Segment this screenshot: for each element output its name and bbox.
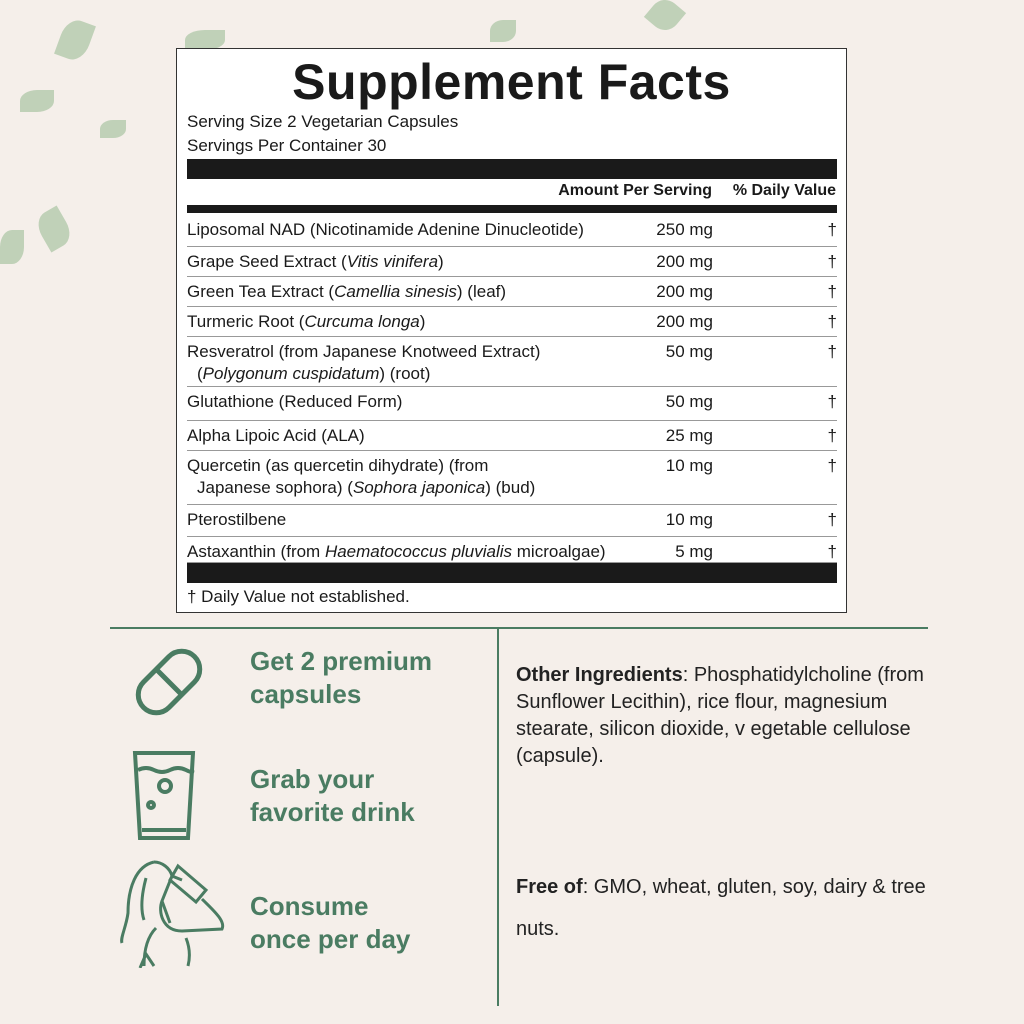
ingredient-name: Resveratrol (from Japanese Knotweed Extr…	[187, 342, 541, 383]
ingredient-name: Glutathione (Reduced Form)	[187, 392, 403, 411]
other-ingredients-text: : Phosphatidylcholine (from Sunflower Le…	[516, 664, 924, 767]
leaf-decoration	[100, 120, 126, 138]
ingredient-row: Astaxanthin (from Haematococcus pluviali…	[187, 537, 837, 563]
free-of-label: Free of	[516, 876, 583, 898]
leaf-decoration	[20, 90, 54, 112]
ingredient-row: Glutathione (Reduced Form) 50 mg †	[187, 387, 837, 421]
other-ingredients-label: Other Ingredients	[516, 664, 683, 686]
ingredient-amount: 5 mg	[675, 542, 713, 561]
leaf-decoration	[643, 0, 687, 37]
ingredient-name: Astaxanthin (from Haematococcus pluviali…	[187, 542, 606, 561]
ingredient-amount: 10 mg	[665, 510, 713, 529]
ingredient-amount: 200 mg	[656, 312, 713, 331]
ingredient-row: Liposomal NAD (Nicotinamide Adenine Dinu…	[187, 213, 837, 247]
other-ingredients: Other Ingredients: Phosphatidylcholine (…	[516, 662, 956, 770]
daily-value: †	[827, 252, 837, 271]
ingredient-row: Quercetin (as quercetin dihydrate) (from…	[187, 451, 837, 505]
leaf-decoration	[0, 230, 24, 264]
ingredient-amount: 50 mg	[665, 392, 713, 411]
free-of: Free of: GMO, wheat, gluten, soy, dairy …	[516, 866, 956, 950]
ingredient-row: Alpha Lipoic Acid (ALA) 25 mg †	[187, 421, 837, 451]
ingredient-amount: 25 mg	[665, 426, 713, 445]
dv-header: % Daily Value	[732, 182, 836, 199]
ingredient-amount: 10 mg	[665, 456, 713, 475]
step-2-text: Grab your favorite drink	[250, 764, 415, 827]
ingredient-name: Quercetin (as quercetin dihydrate) (from…	[187, 456, 536, 497]
daily-value: †	[827, 426, 837, 445]
ingredient-row: Resveratrol (from Japanese Knotweed Extr…	[187, 337, 837, 387]
amount-header: Amount Per Serving	[558, 182, 712, 199]
ingredient-name: Grape Seed Extract (Vitis vinifera)	[187, 252, 444, 271]
capsule-icon	[135, 648, 203, 716]
leaf-decoration	[185, 30, 225, 50]
leaf-decoration	[54, 16, 96, 64]
step-3-text: Consume once per day	[250, 891, 411, 954]
supplement-facts-panel: Supplement Facts Serving Size 2 Vegetari…	[176, 48, 847, 613]
daily-value: †	[827, 542, 837, 561]
divider-bar	[187, 159, 837, 179]
daily-value: †	[827, 342, 837, 361]
ingredient-row: Grape Seed Extract (Vitis vinifera) 200 m…	[187, 247, 837, 277]
serving-size: Serving Size 2 Vegetarian Capsules	[187, 112, 459, 131]
ingredient-row: Pterostilbene 10 mg †	[187, 505, 837, 537]
panel-title: Supplement Facts	[292, 54, 731, 110]
free-of-text: : GMO, wheat, gluten, soy, dairy & tree …	[516, 876, 926, 940]
ingredient-amount: 50 mg	[665, 342, 713, 361]
divider-bar	[187, 563, 837, 583]
ingredient-amount: 200 mg	[656, 282, 713, 301]
ingredient-name: Green Tea Extract (Camellia sinesis) (le…	[187, 282, 507, 301]
daily-value: †	[827, 282, 837, 301]
section-divider	[110, 627, 928, 629]
servings-per-container: Servings Per Container 30	[187, 136, 387, 155]
ingredient-name: Pterostilbene	[187, 510, 287, 529]
daily-value: †	[827, 510, 837, 529]
leaf-decoration	[32, 205, 76, 253]
divider-bar	[187, 205, 837, 213]
ingredient-amount: 200 mg	[656, 252, 713, 271]
daily-value: †	[827, 456, 837, 475]
ingredient-row: Turmeric Root (Curcuma longa) 200 mg †	[187, 307, 837, 337]
glass-icon	[132, 751, 196, 840]
ingredient-name: Liposomal NAD (Nicotinamide Adenine Dinu…	[187, 220, 584, 239]
daily-value: †	[827, 220, 837, 239]
daily-value: †	[827, 312, 837, 331]
ingredient-amount: 250 mg	[656, 220, 713, 239]
ingredient-row: Green Tea Extract (Camellia sinesis) (le…	[187, 277, 837, 307]
ingredient-name: Turmeric Root (Curcuma longa)	[187, 312, 426, 331]
person-drinking-icon	[120, 860, 225, 968]
footnote: † Daily Value not established.	[187, 587, 410, 606]
ingredient-name: Alpha Lipoic Acid (ALA)	[187, 426, 365, 445]
column-divider	[497, 628, 499, 1006]
leaf-decoration	[490, 20, 516, 42]
daily-value: †	[827, 392, 837, 411]
step-1-text: Get 2 premium capsules	[250, 646, 433, 709]
